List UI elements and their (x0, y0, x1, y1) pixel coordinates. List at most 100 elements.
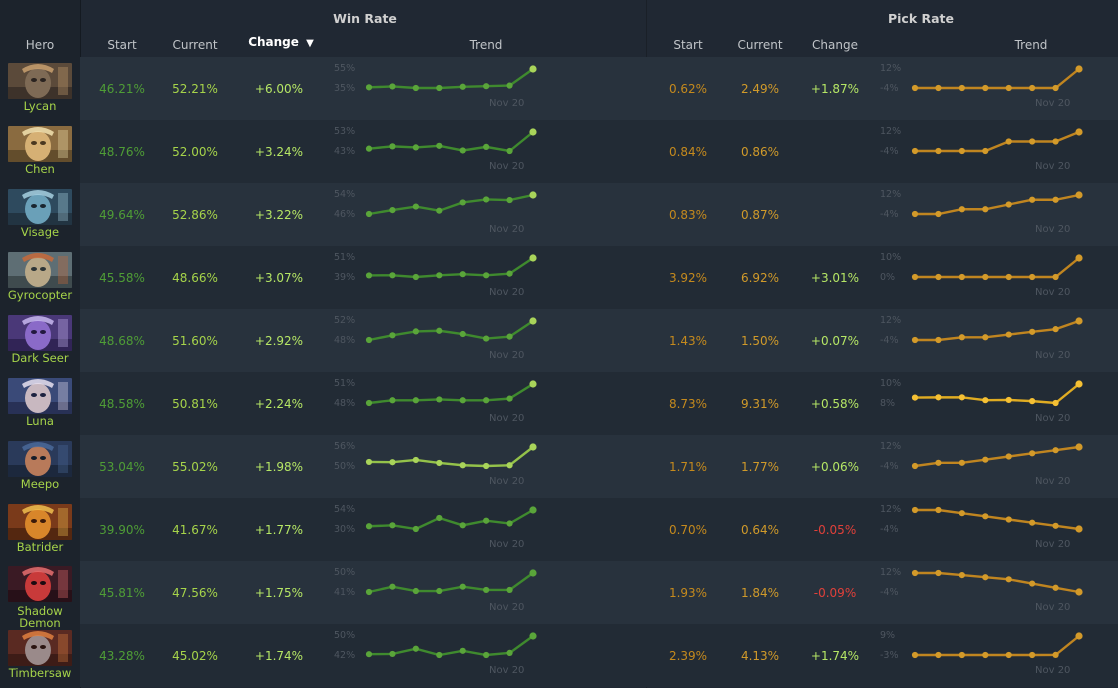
trend-point[interactable] (483, 651, 490, 659)
trend-point[interactable] (1005, 138, 1012, 145)
trend-point[interactable] (1052, 651, 1059, 658)
trend-point[interactable] (436, 272, 443, 279)
trend-point[interactable] (935, 210, 942, 218)
trend-point[interactable] (1029, 328, 1036, 335)
trend-point[interactable] (483, 143, 490, 150)
trend-point[interactable] (1075, 128, 1083, 136)
trend-point[interactable] (982, 651, 989, 659)
trend-point[interactable] (459, 647, 466, 654)
hero-row[interactable]: Gyrocopter 45.58% 48.66% +3.07% 51% 39% Nov 20… (0, 246, 1118, 309)
trend-point[interactable] (412, 203, 419, 210)
trend-point[interactable] (483, 272, 490, 279)
trend-point[interactable] (1005, 201, 1012, 208)
hero-name[interactable]: Shadow (17, 604, 63, 618)
trend-point[interactable] (958, 273, 965, 281)
trend-point[interactable] (1005, 331, 1012, 338)
hero-row[interactable]: Meepo 53.04% 55.02% +1.98% 56% 50% Nov 20 1.71%… (0, 435, 1118, 498)
trend-point[interactable] (529, 65, 537, 73)
trend-point[interactable] (1029, 398, 1036, 405)
trend-point[interactable] (935, 651, 942, 659)
trend-point[interactable] (529, 632, 537, 640)
trend-point[interactable] (1075, 254, 1083, 262)
hero-portrait[interactable] (8, 566, 72, 602)
trend-point[interactable] (958, 84, 965, 92)
trend-point[interactable] (1005, 516, 1012, 523)
trend-point[interactable] (1075, 588, 1083, 596)
trend-point[interactable] (389, 332, 396, 339)
trend-point[interactable] (911, 506, 919, 514)
hero-row[interactable]: Batrider 39.90% 41.67% +1.77% 54% 30% Nov 20 0.… (0, 498, 1118, 561)
trend-point[interactable] (365, 399, 373, 407)
trend-point[interactable] (1052, 84, 1059, 92)
hero-name[interactable]: Meepo (20, 477, 60, 491)
hero-name[interactable]: Gyrocopter (7, 288, 73, 302)
trend-point[interactable] (1075, 317, 1083, 325)
trend-point[interactable] (911, 569, 919, 577)
trend-point[interactable] (958, 572, 965, 579)
hero-portrait[interactable] (8, 126, 72, 162)
trend-point[interactable] (1075, 525, 1083, 533)
trend-point[interactable] (958, 459, 965, 466)
win-change-header[interactable]: Change ▼ (246, 35, 316, 49)
trend-point[interactable] (529, 569, 537, 577)
trend-point[interactable] (506, 462, 513, 469)
trend-point[interactable] (982, 574, 989, 581)
hero-portrait[interactable] (8, 63, 72, 99)
trend-point[interactable] (1075, 632, 1083, 640)
trend-point[interactable] (365, 145, 373, 152)
trend-point[interactable] (436, 587, 443, 595)
trend-point[interactable] (412, 645, 419, 652)
trend-point[interactable] (1029, 84, 1036, 92)
trend-point[interactable] (911, 336, 919, 344)
trend-point[interactable] (982, 206, 989, 213)
trend-point[interactable] (935, 506, 942, 514)
trend-point[interactable] (958, 206, 965, 213)
trend-point[interactable] (506, 196, 513, 204)
trend-point[interactable] (1052, 522, 1059, 529)
trend-point[interactable] (1052, 447, 1059, 454)
trend-point[interactable] (529, 254, 537, 262)
trend-point[interactable] (1052, 273, 1059, 281)
trend-point[interactable] (1075, 65, 1083, 73)
trend-point[interactable] (412, 328, 419, 335)
trend-point[interactable] (483, 397, 490, 404)
trend-point[interactable] (935, 569, 942, 577)
trend-point[interactable] (412, 587, 419, 595)
trend-point[interactable] (1005, 576, 1012, 583)
trend-point[interactable] (389, 650, 396, 658)
trend-point[interactable] (1029, 450, 1036, 457)
trend-point[interactable] (459, 147, 466, 154)
trend-point[interactable] (506, 147, 513, 155)
trend-point[interactable] (935, 336, 942, 344)
trend-point[interactable] (1029, 138, 1036, 145)
hero-name[interactable]: Visage (20, 225, 60, 239)
trend-point[interactable] (958, 334, 965, 341)
trend-point[interactable] (1075, 191, 1083, 199)
hero-row[interactable]: Shadow Demon 45.81% 47.56% +1.75% 50% 41% Nov 2… (0, 561, 1118, 629)
trend-point[interactable] (389, 522, 396, 529)
hero-row[interactable]: Lycan 46.21% 52.21% +6.00% 55% 35% Nov 20 0.62%… (0, 57, 1118, 120)
pick-change-header[interactable]: Change (812, 38, 858, 52)
trend-point[interactable] (412, 144, 419, 151)
trend-point[interactable] (935, 459, 942, 466)
trend-point[interactable] (389, 397, 396, 404)
trend-point[interactable] (529, 191, 537, 199)
trend-point[interactable] (529, 443, 537, 451)
trend-point[interactable] (958, 510, 965, 517)
trend-point[interactable] (436, 651, 443, 659)
hero-name[interactable]: Dark Seer (11, 351, 69, 365)
trend-point[interactable] (412, 456, 419, 464)
trend-point[interactable] (1005, 396, 1012, 404)
hero-portrait[interactable] (8, 441, 72, 477)
trend-point[interactable] (506, 586, 513, 594)
trend-point[interactable] (365, 336, 373, 344)
trend-point[interactable] (506, 395, 513, 402)
trend-point[interactable] (365, 651, 373, 658)
hero-name[interactable]: Luna (26, 414, 54, 428)
trend-point[interactable] (436, 514, 443, 522)
trend-point[interactable] (935, 394, 942, 401)
trend-point[interactable] (483, 335, 490, 342)
pick-current-header[interactable]: Current (737, 38, 783, 52)
hero-portrait[interactable] (8, 630, 72, 666)
trend-point[interactable] (389, 583, 396, 590)
